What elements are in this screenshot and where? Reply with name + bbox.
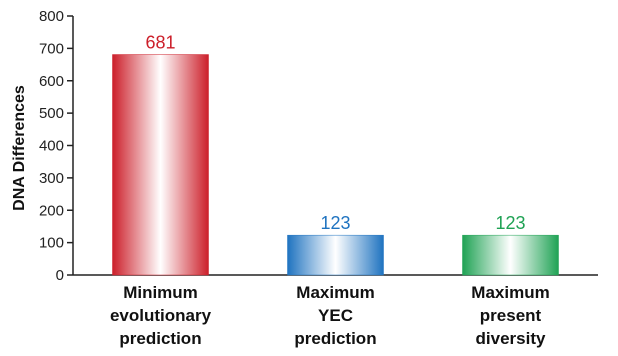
y-tick-label: 0 xyxy=(56,267,64,284)
category-label: Minimum xyxy=(123,283,198,302)
category-label: prediction xyxy=(294,329,376,348)
y-tick-label: 200 xyxy=(39,202,64,219)
y-tick-label: 800 xyxy=(39,8,64,25)
category-label: evolutionary xyxy=(110,306,212,325)
y-tick-label: 300 xyxy=(39,170,64,187)
category-label: present xyxy=(480,306,542,325)
bar-2 xyxy=(462,234,559,276)
category-label: Maximum xyxy=(471,283,549,302)
category-label: diversity xyxy=(476,329,546,348)
y-tick-label: 400 xyxy=(39,138,64,155)
y-tick-label: 600 xyxy=(39,73,64,90)
y-tick-label: 500 xyxy=(39,105,64,122)
bar-1 xyxy=(287,234,384,276)
bar-value-label: 123 xyxy=(495,213,525,233)
y-axis: 0 100 200 300 400 500 600 700 800 xyxy=(39,8,74,284)
y-axis-title: DNA Differences xyxy=(11,85,28,211)
bar-0 xyxy=(112,54,209,276)
y-tick-label: 700 xyxy=(39,40,64,57)
bar-value-label: 123 xyxy=(320,213,350,233)
bar-value-label: 681 xyxy=(145,33,175,53)
category-labels: Minimum evolutionary prediction Maximum YEC p… xyxy=(110,283,550,348)
category-label: YEC xyxy=(318,306,353,325)
category-label: prediction xyxy=(119,329,201,348)
category-label: Maximum xyxy=(296,283,374,302)
data-labels: 681 123 123 xyxy=(145,33,525,234)
bars xyxy=(112,54,559,276)
y-tick-label: 100 xyxy=(39,235,64,252)
